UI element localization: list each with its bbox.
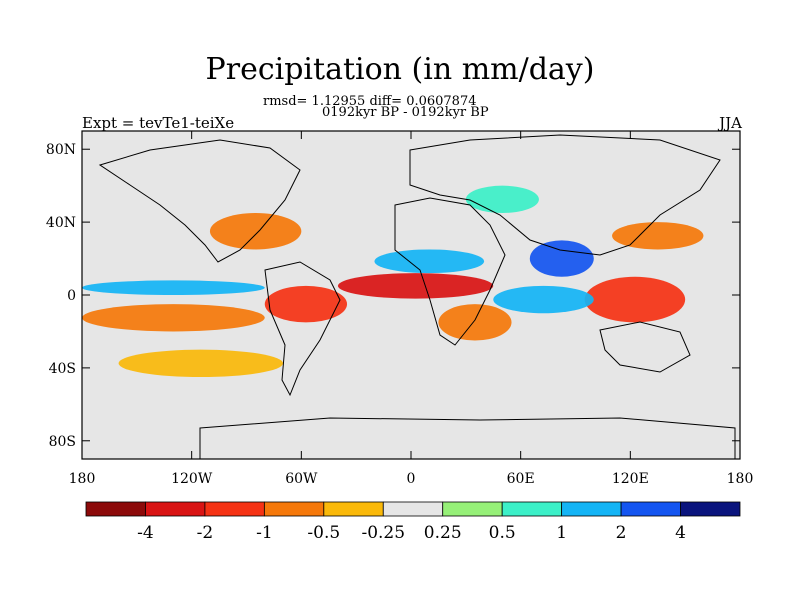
colorbar-swatch-10: [680, 501, 741, 517]
coastline-3: [409, 134, 721, 256]
colorbar-label-8: 2: [616, 523, 627, 543]
colorbar-swatch-7: [501, 501, 563, 517]
x-axis: 180 120W 60W 0 60E 120E 180: [69, 131, 754, 487]
x-tick-label-6: 180: [727, 471, 754, 487]
anomaly-region-8: [374, 249, 485, 274]
colorbar-label-7: 1: [556, 523, 567, 543]
anomaly-region-0: [337, 273, 494, 299]
y-tick-label-0: 80N: [46, 142, 76, 158]
colorbar-label-3: -0.5: [307, 523, 340, 543]
x-tick-label-1: 120W: [171, 471, 213, 487]
period-label: 0192kyr BP - 0192kyr BP: [322, 105, 489, 120]
x-tick-label-4: 60E: [507, 471, 535, 487]
colorbar-swatch-6: [442, 501, 503, 517]
colorbar-swatch-5: [382, 501, 444, 517]
x-tick-label-3: 0: [407, 471, 416, 487]
anomaly-region-5: [584, 276, 686, 323]
season-label: JJA: [719, 114, 742, 132]
colorbar-label-0: -4: [137, 523, 154, 543]
x-tick-label-0: 180: [69, 471, 96, 487]
colorbar-label-9: 4: [675, 523, 686, 543]
experiment-label: Expt = tevTe1-teiXe: [82, 114, 235, 132]
colorbar-label-5: 0.25: [424, 523, 462, 543]
colorbar-swatch-9: [620, 501, 681, 517]
colorbar-swatch-2: [204, 501, 265, 517]
stats-line: rmsd= 1.12955 diff= 0.0607874: [263, 94, 477, 109]
y-tick-label-4: 80S: [49, 434, 76, 450]
coastline-0: [98, 139, 301, 263]
y-tick-label-3: 40S: [49, 361, 76, 377]
coastlines: [98, 134, 736, 459]
coastline-5: [199, 417, 736, 459]
anomaly-region-9: [529, 240, 594, 277]
colorbar-label-4: -0.25: [361, 523, 405, 543]
y-tick-label-1: 40N: [46, 215, 76, 231]
coastline-4: [599, 321, 691, 373]
x-tick-label-2: 60W: [285, 471, 318, 487]
anomaly-region-6: [612, 222, 704, 250]
anomaly-region-10: [82, 280, 265, 296]
chart-title: Precipitation (in mm/day): [205, 52, 595, 87]
anomaly-region-4: [118, 349, 284, 378]
anomaly-region-1: [264, 285, 348, 323]
coastline-1: [264, 261, 341, 397]
x-tick-label-5: 120E: [612, 471, 649, 487]
y-axis: 80N 40N 0 40S 80S: [46, 142, 740, 450]
anomaly-region-3: [82, 304, 265, 332]
anomaly-region-11: [493, 285, 594, 314]
anomaly-region-7: [209, 213, 302, 250]
colorbar-label-6: 0.5: [489, 523, 516, 543]
colorbar-swatch-1: [145, 501, 206, 517]
colorbar: -4 -2 -1 -0.5 -0.25 0.25 0.5 1 2 4: [85, 501, 741, 543]
y-tick-label-2: 0: [67, 288, 76, 304]
anomaly-field: [82, 185, 704, 378]
anomaly-region-2: [438, 304, 512, 341]
colorbar-swatch-0: [85, 501, 146, 517]
colorbar-label-1: -2: [197, 523, 214, 543]
coastline-2: [394, 197, 506, 346]
colorbar-swatch-4: [323, 501, 384, 517]
colorbar-label-2: -1: [256, 523, 273, 543]
anomaly-region-12: [465, 185, 539, 213]
colorbar-swatch-8: [561, 501, 622, 517]
colorbar-swatch-3: [263, 501, 325, 517]
